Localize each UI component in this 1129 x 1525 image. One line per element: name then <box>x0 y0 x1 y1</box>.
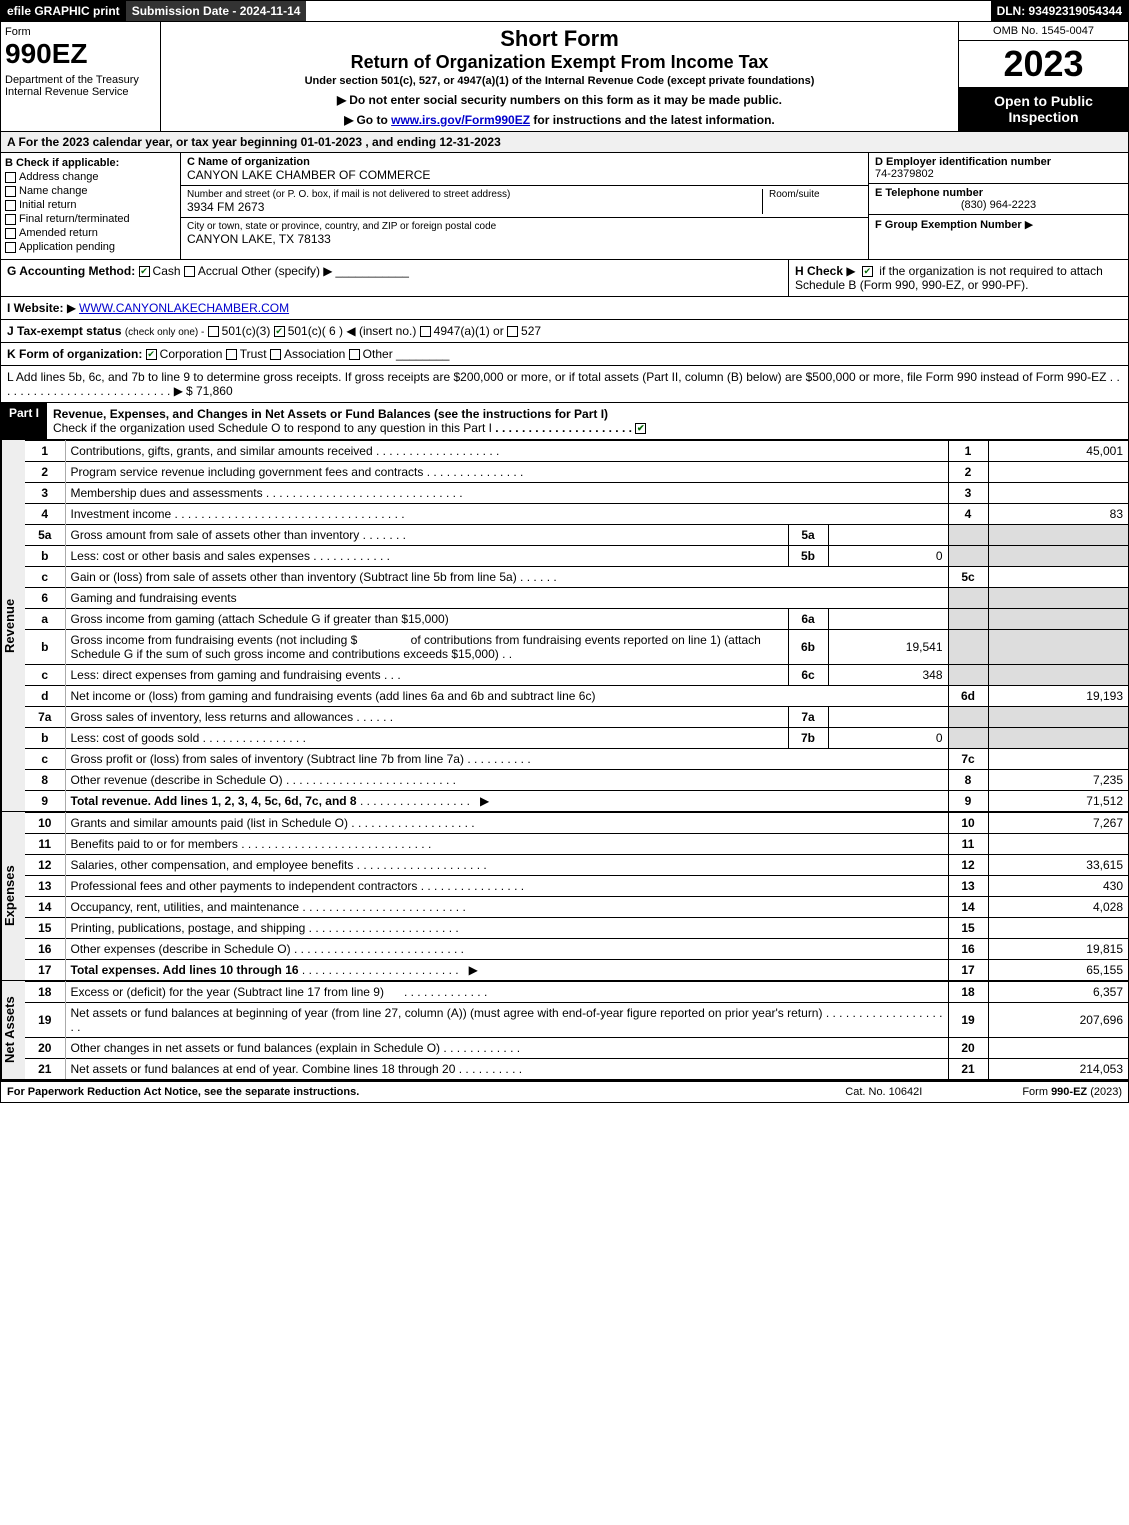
checkbox-schedule-b[interactable] <box>862 266 873 277</box>
form-header: Form 990EZ Department of the TreasuryInt… <box>0 22 1129 132</box>
checkbox-501c3[interactable] <box>208 326 219 337</box>
section-g-label: G Accounting Method: <box>7 264 135 278</box>
irs-link[interactable]: www.irs.gov/Form990EZ <box>391 113 530 127</box>
part-1-title: Revenue, Expenses, and Changes in Net As… <box>53 407 608 421</box>
tax-year: 2023 <box>959 41 1128 87</box>
telephone: (830) 964-2223 <box>875 199 1122 211</box>
part-1-check-text: Check if the organization used Schedule … <box>53 421 492 435</box>
paperwork-notice: For Paperwork Reduction Act Notice, see … <box>7 1086 359 1098</box>
top-bar: efile GRAPHIC print Submission Date - 20… <box>0 0 1129 22</box>
section-g-h: G Accounting Method: Cash Accrual Other … <box>0 260 1129 297</box>
dln-number: DLN: 93492319054344 <box>991 1 1128 21</box>
section-d-label: D Employer identification number <box>875 156 1122 168</box>
expenses-table: 10Grants and similar amounts paid (list … <box>25 812 1128 980</box>
gross-receipts-amount: $ 71,860 <box>186 384 233 398</box>
netassets-table: 18Excess or (deficit) for the year (Subt… <box>25 981 1128 1079</box>
ein: 74-2379802 <box>875 168 1122 180</box>
checkbox-association[interactable] <box>270 349 281 360</box>
page-footer: For Paperwork Reduction Act Notice, see … <box>0 1080 1129 1103</box>
goto-post: for instructions and the latest informat… <box>530 113 775 127</box>
checkbox-initial-return[interactable]: Initial return <box>5 199 176 211</box>
street-address: 3934 FM 2673 <box>187 200 762 214</box>
expenses-vertical-label: Expenses <box>1 812 25 980</box>
section-e-label: E Telephone number <box>875 187 1122 199</box>
checkbox-501c[interactable] <box>274 326 285 337</box>
checkbox-name-change[interactable]: Name change <box>5 185 176 197</box>
section-b-label: B Check if applicable: <box>5 157 176 169</box>
section-a-calendar-year: A For the 2023 calendar year, or tax yea… <box>0 132 1129 153</box>
short-form-title: Short Form <box>165 26 954 52</box>
section-h-label: H Check <box>795 264 843 278</box>
section-b-thru-f: B Check if applicable: Address change Na… <box>0 153 1129 260</box>
checkbox-4947[interactable] <box>420 326 431 337</box>
checkbox-address-change[interactable]: Address change <box>5 171 176 183</box>
form-number: 990EZ <box>5 38 156 70</box>
revenue-vertical-label: Revenue <box>1 440 25 811</box>
website-link[interactable]: WWW.CANYONLAKECHAMBER.COM <box>79 301 289 315</box>
checkbox-cash[interactable] <box>139 266 150 277</box>
checkbox-trust[interactable] <box>226 349 237 360</box>
section-k-label: K Form of organization: <box>7 347 142 361</box>
checkbox-accrual[interactable] <box>184 266 195 277</box>
checkbox-corporation[interactable] <box>146 349 157 360</box>
netassets-vertical-label: Net Assets <box>1 981 25 1079</box>
goto-pre: Go to <box>356 113 391 127</box>
street-label: Number and street (or P. O. box, if mail… <box>187 189 762 200</box>
checkbox-other-org[interactable] <box>349 349 360 360</box>
part-1-header: Part I Revenue, Expenses, and Changes in… <box>0 403 1129 440</box>
checkbox-schedule-o[interactable] <box>635 423 646 434</box>
catalog-number: Cat. No. 10642I <box>845 1086 922 1098</box>
checkbox-final-return[interactable]: Final return/terminated <box>5 213 176 225</box>
open-public-badge: Open to Public Inspection <box>959 87 1128 131</box>
city-label: City or town, state or province, country… <box>187 221 862 232</box>
org-name: CANYON LAKE CHAMBER OF COMMERCE <box>187 168 862 182</box>
section-i-website: I Website: WWW.CANYONLAKECHAMBER.COM <box>0 297 1129 320</box>
form-ref: Form 990-EZ (2023) <box>1022 1086 1122 1098</box>
section-f-label: F Group Exemption Number <box>875 219 1022 231</box>
dept-treasury: Department of the TreasuryInternal Reven… <box>5 74 156 98</box>
goto-instruction: Go to www.irs.gov/Form990EZ for instruct… <box>165 113 954 127</box>
return-title: Return of Organization Exempt From Incom… <box>165 52 954 73</box>
section-c-label: C Name of organization <box>187 156 862 168</box>
website-label: I Website: <box>7 301 63 315</box>
checkbox-amended-return[interactable]: Amended return <box>5 227 176 239</box>
submission-date: Submission Date - 2024-11-14 <box>126 1 307 21</box>
part-1-label: Part I <box>1 403 47 439</box>
omb-number: OMB No. 1545-0047 <box>959 22 1128 41</box>
checkbox-527[interactable] <box>507 326 518 337</box>
section-l-gross-receipts: L Add lines 5b, 6c, and 7b to line 9 to … <box>0 366 1129 403</box>
no-ssn-notice: Do not enter social security numbers on … <box>165 93 954 107</box>
checkbox-application-pending[interactable]: Application pending <box>5 241 176 253</box>
revenue-table: 1Contributions, gifts, grants, and simil… <box>25 440 1128 811</box>
room-suite-label: Room/suite <box>762 189 862 214</box>
section-l-text: L Add lines 5b, 6c, and 7b to line 9 to … <box>7 370 1106 384</box>
city-state-zip: CANYON LAKE, TX 78133 <box>187 232 862 246</box>
section-j-label: J Tax-exempt status <box>7 324 122 338</box>
under-section: Under section 501(c), 527, or 4947(a)(1)… <box>165 75 954 87</box>
efile-print-button[interactable]: efile GRAPHIC print <box>1 1 126 21</box>
form-word: Form <box>5 26 156 38</box>
section-j-tax-exempt: J Tax-exempt status (check only one) - 5… <box>0 320 1129 343</box>
section-k-form-org: K Form of organization: Corporation Trus… <box>0 343 1129 366</box>
